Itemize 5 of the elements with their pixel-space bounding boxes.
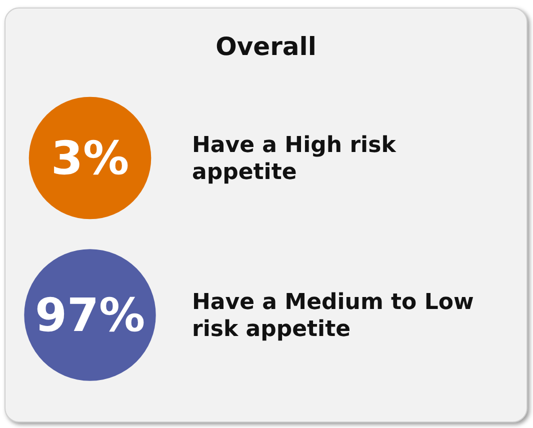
text: Overall [216, 32, 316, 61]
category-label: Have a High risk appetite [192, 133, 398, 185]
data-label: 3% [50, 131, 130, 185]
category-label: Have a Medium to Low risk appetite [192, 290, 474, 342]
data-label: 97% [34, 288, 146, 342]
